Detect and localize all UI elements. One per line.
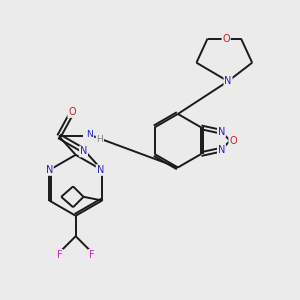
Text: N: N	[80, 146, 87, 157]
Text: N: N	[218, 127, 225, 137]
Text: F: F	[89, 250, 94, 260]
Text: O: O	[229, 136, 237, 146]
Text: F: F	[57, 250, 62, 260]
Text: N: N	[218, 145, 225, 154]
Text: O: O	[222, 34, 230, 44]
Text: N: N	[224, 76, 232, 86]
Text: N: N	[86, 130, 93, 139]
Text: N: N	[97, 165, 104, 175]
Text: H: H	[97, 136, 103, 145]
Text: O: O	[68, 107, 76, 117]
Text: N: N	[46, 165, 53, 175]
